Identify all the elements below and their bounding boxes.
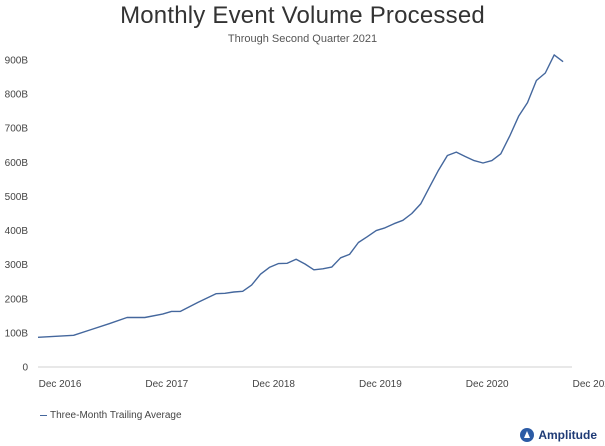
y-tick-label: 300B <box>5 260 29 271</box>
legend-line-swatch <box>40 415 47 416</box>
brand-name: Amplitude <box>538 428 597 442</box>
y-tick-label: 200B <box>5 294 29 305</box>
chart-subtitle: Through Second Quarter 2021 <box>227 33 378 45</box>
chart-legend: Three-Month Trailing Average <box>40 410 182 421</box>
x-tick-label: Dec 2017 <box>145 379 188 390</box>
y-tick-label: 600B <box>5 158 29 169</box>
y-tick-label: 100B <box>5 328 29 339</box>
x-tick-label: Dec 2019 <box>359 379 402 390</box>
brand-logo: Amplitude <box>520 428 597 442</box>
y-tick-label: 800B <box>5 90 29 101</box>
amplitude-logo-icon <box>520 428 535 442</box>
series-line-three-month-trailing-average <box>37 54 564 338</box>
y-tick-label: 700B <box>5 124 29 135</box>
y-tick-label: 400B <box>5 226 29 237</box>
y-tick-label: 0 <box>22 363 28 374</box>
legend-label: Three-Month Trailing Average <box>50 410 182 421</box>
x-tick-label: Dec 2018 <box>252 379 295 390</box>
chart-title: Monthly Event Volume Processed <box>120 2 485 29</box>
y-tick-label: 900B <box>5 56 29 67</box>
x-tick-label: Dec 2020 <box>466 379 509 390</box>
x-tick-label: Dec 2016 <box>39 379 82 390</box>
y-tick-label: 500B <box>5 192 29 203</box>
x-tick-label: Dec 2021 <box>573 379 605 390</box>
